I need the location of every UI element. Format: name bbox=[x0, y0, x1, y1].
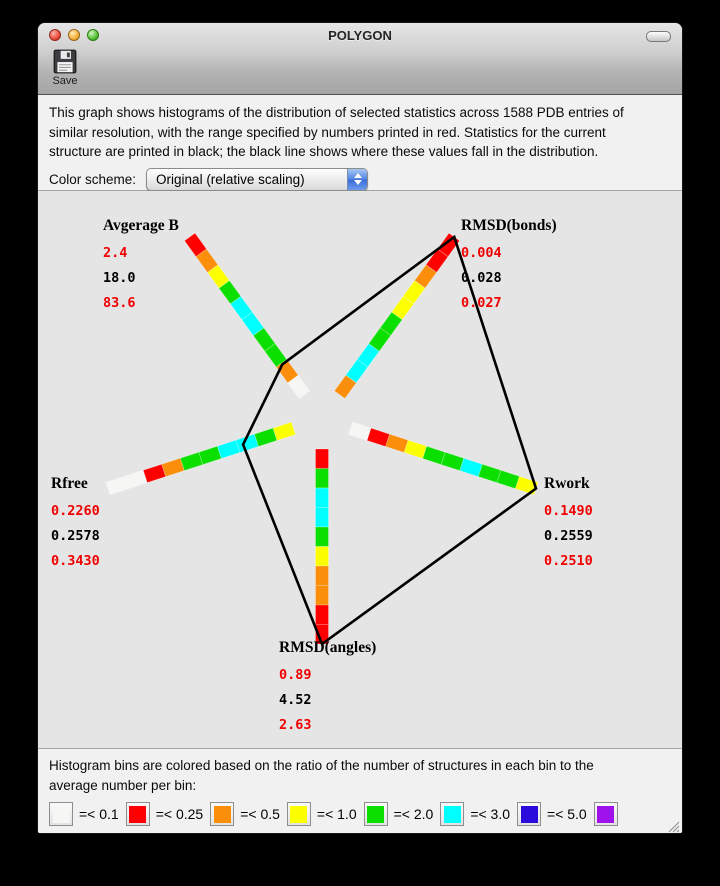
stat-rfree: Rfree 0.2260 0.2578 0.3430 bbox=[51, 475, 100, 574]
stat-avgerage-b: Avgerage B 2.4 18.0 83.6 bbox=[103, 217, 179, 316]
minimize-button[interactable] bbox=[68, 29, 80, 41]
legend-swatch-box bbox=[49, 802, 73, 826]
stat-value: 0.028 bbox=[461, 270, 502, 286]
stat-title: RMSD(angles) bbox=[279, 639, 377, 656]
legend-bin-label: =< 0.5 bbox=[240, 806, 280, 822]
cyan-swatch-icon bbox=[443, 805, 461, 823]
legend-bin-orange: =< 0.5 bbox=[210, 802, 287, 826]
stat-min: 0.004 bbox=[461, 245, 502, 261]
histogram-segment-cyan bbox=[315, 507, 329, 528]
histogram-bar-rmsd-bonds bbox=[333, 232, 460, 400]
histogram-segment-white bbox=[105, 475, 130, 496]
resize-grip[interactable] bbox=[666, 819, 680, 833]
legend-bins: =< 0.1 =< 0.25 =< 0.5 =< 1.0 =< 2.0 =< 3.0 =< … bbox=[49, 802, 674, 826]
green-swatch-icon bbox=[367, 805, 385, 823]
stat-rmsd-bonds: RMSD(bonds) 0.004 0.028 0.027 bbox=[461, 217, 557, 316]
histogram-segment-red bbox=[315, 604, 329, 625]
color-scheme-value: Original (relative scaling) bbox=[156, 171, 305, 187]
legend-swatch-box bbox=[517, 802, 542, 826]
legend-bin-label: =< 0.25 bbox=[155, 806, 204, 822]
orange-swatch-icon bbox=[213, 805, 231, 823]
legend-bin-label: =< 3.0 bbox=[470, 806, 511, 822]
legend-swatch-box bbox=[286, 802, 311, 826]
legend-bin-label: =< 5.0 bbox=[547, 806, 587, 822]
stat-min: 0.89 bbox=[279, 667, 312, 683]
legend-bin-cyan: =< 3.0 bbox=[440, 802, 517, 826]
histogram-segment-orange bbox=[315, 585, 329, 606]
legend-swatch-box bbox=[593, 802, 618, 826]
histogram-segment-yellow bbox=[315, 546, 329, 567]
legend-bin-white: =< 0.1 bbox=[49, 802, 126, 826]
stat-title: Rwork bbox=[544, 475, 590, 492]
histogram-segment-green bbox=[315, 468, 329, 489]
stat-title: RMSD(bonds) bbox=[461, 217, 557, 234]
legend-swatch-box bbox=[363, 802, 388, 826]
legend-bin-blue: =< 5.0 bbox=[517, 802, 594, 826]
stat-max: 0.3430 bbox=[51, 553, 100, 569]
blue-swatch-icon bbox=[520, 805, 538, 823]
color-scheme-label: Color scheme: bbox=[49, 171, 137, 187]
stat-min: 2.4 bbox=[103, 245, 128, 261]
histogram-segment-green bbox=[315, 526, 329, 547]
stepper-arrows-icon bbox=[347, 168, 368, 190]
legend-swatch-box bbox=[125, 802, 150, 826]
legend-swatch-box bbox=[210, 802, 235, 826]
histogram-bar-rfree bbox=[105, 421, 296, 496]
stat-value: 0.2578 bbox=[51, 528, 100, 544]
color-scheme-row: Color scheme: Original (relative scaling… bbox=[49, 167, 672, 191]
stat-rmsd-angles: RMSD(angles) 0.89 4.52 2.63 bbox=[279, 639, 376, 738]
traffic-lights bbox=[49, 29, 99, 41]
window-header: POLYGON Save bbox=[38, 23, 682, 95]
description-text: This graph shows histograms of the distr… bbox=[49, 105, 624, 159]
stat-max: 0.027 bbox=[461, 295, 502, 311]
histogram-segment-orange bbox=[315, 565, 329, 586]
save-floppy-icon bbox=[53, 49, 77, 74]
stat-max: 0.2510 bbox=[544, 553, 593, 569]
stat-value: 0.2559 bbox=[544, 528, 593, 544]
stat-value: 18.0 bbox=[103, 270, 136, 286]
close-button[interactable] bbox=[49, 29, 61, 41]
titlebar[interactable]: POLYGON bbox=[38, 23, 682, 47]
save-button[interactable]: Save bbox=[48, 49, 82, 87]
legend-bin-label: =< 1.0 bbox=[316, 806, 357, 822]
legend-swatch-box bbox=[440, 802, 465, 826]
save-button-label: Save bbox=[52, 75, 78, 87]
legend-bin-green: =< 2.0 bbox=[363, 802, 441, 826]
legend-bin-red: =< 0.25 bbox=[125, 802, 211, 826]
yellow-swatch-icon bbox=[290, 805, 308, 823]
stat-title: Rfree bbox=[51, 475, 88, 492]
toolbar-toggle-button[interactable] bbox=[646, 31, 671, 42]
stat-max: 83.6 bbox=[103, 295, 136, 311]
purple-swatch-icon bbox=[597, 805, 615, 823]
current-structure-polygon-line bbox=[241, 234, 538, 647]
polygon-chart bbox=[105, 232, 539, 647]
stat-value: 4.52 bbox=[279, 692, 312, 708]
legend-bin-label: =< 0.1 bbox=[79, 806, 119, 822]
white-swatch-icon bbox=[52, 805, 70, 823]
polygon-window: POLYGON Save This graph shows histograms… bbox=[37, 22, 683, 834]
stat-max: 2.63 bbox=[279, 717, 312, 733]
legend-bin-purple bbox=[593, 802, 618, 826]
window-title: POLYGON bbox=[328, 28, 392, 43]
legend-text: Histogram bins are colored based on the … bbox=[49, 758, 594, 793]
histogram-bar-avgerage-b bbox=[184, 232, 311, 400]
histogram-segment-red bbox=[315, 448, 329, 469]
legend-bin-label: =< 2.0 bbox=[393, 806, 434, 822]
polygon-plot-panel: Avgerage B 2.4 18.0 83.6 RMSD(bonds) 0.0… bbox=[38, 191, 682, 748]
zoom-button[interactable] bbox=[87, 29, 99, 41]
stat-rwork: Rwork 0.1490 0.2559 0.2510 bbox=[544, 475, 593, 574]
stat-min: 0.2260 bbox=[51, 503, 100, 519]
description-panel: This graph shows histograms of the distr… bbox=[38, 95, 682, 191]
histogram-bar-rmsd-angles bbox=[315, 448, 329, 645]
legend-panel: Histogram bins are colored based on the … bbox=[38, 748, 682, 833]
histogram-segment-cyan bbox=[315, 487, 329, 508]
red-swatch-icon bbox=[129, 805, 147, 823]
histogram-segment-red bbox=[184, 232, 207, 258]
legend-bin-yellow: =< 1.0 bbox=[286, 802, 364, 826]
stat-min: 0.1490 bbox=[544, 503, 593, 519]
stat-title: Avgerage B bbox=[103, 217, 179, 234]
histogram-bar-rwork bbox=[348, 421, 539, 496]
color-scheme-select[interactable]: Original (relative scaling) bbox=[146, 167, 369, 191]
